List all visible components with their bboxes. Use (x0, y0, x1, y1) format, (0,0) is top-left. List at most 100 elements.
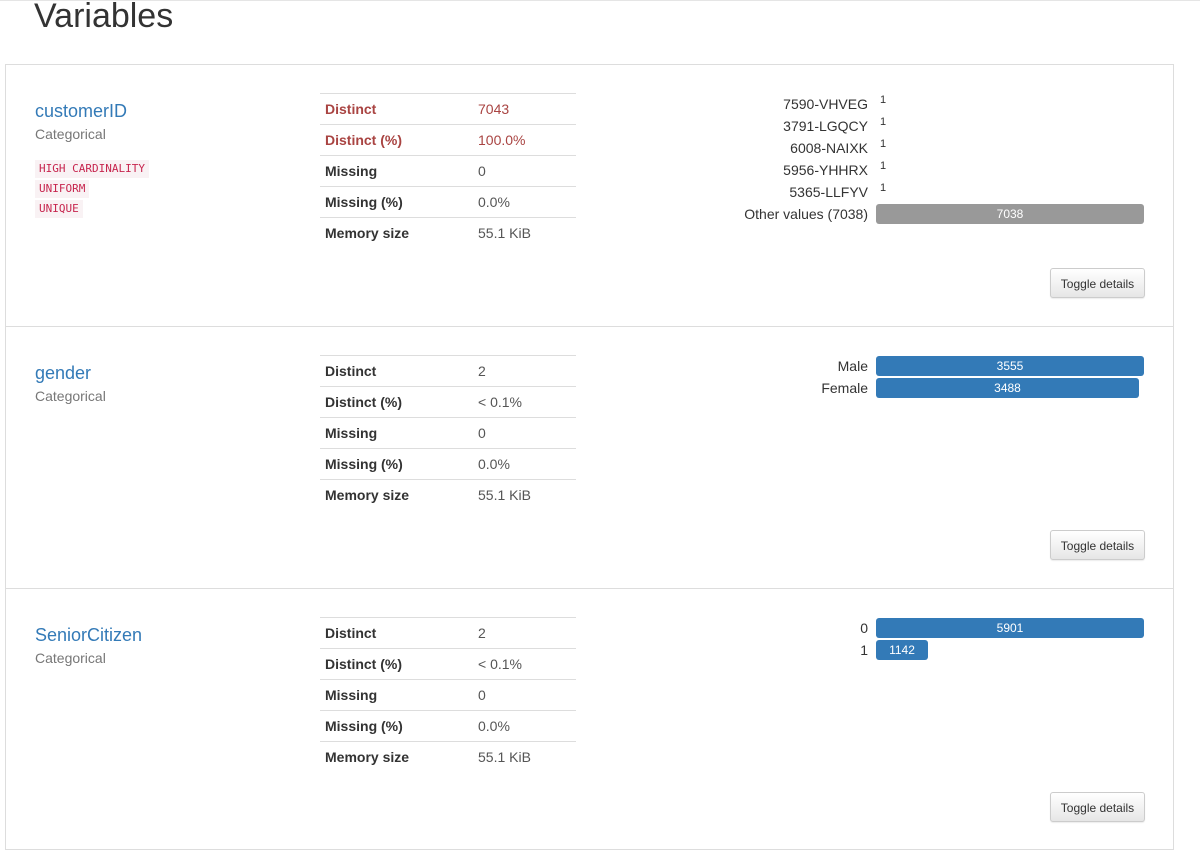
stat-label: Distinct (%) (320, 124, 473, 156)
freq-row: 7590-VHVEG 1 (706, 93, 1146, 115)
warning-badges: HIGH CARDINALITY UNIFORM UNIQUE (35, 160, 149, 220)
badge-high-cardinality: HIGH CARDINALITY (35, 160, 149, 178)
stat-label: Missing (320, 679, 473, 711)
freq-row: Male 3555 (706, 355, 1146, 377)
freq-row: 1 1142 (706, 639, 1146, 661)
freq-count: 5901 (996, 621, 1024, 635)
freq-bar: 3555 (876, 356, 1144, 376)
freq-count: 7038 (996, 207, 1024, 221)
stat-value: 2 (473, 617, 576, 649)
freq-row: 5365-LLFYV 1 (706, 181, 1146, 203)
stat-row-missing-pct: Missing (%) 0.0% (320, 448, 576, 480)
stat-value: 7043 (473, 93, 576, 125)
variable-seniorcitizen: SeniorCitizen Categorical Distinct 2 Dis… (6, 588, 1173, 850)
frequency-chart: 0 5901 1 1142 (706, 617, 1146, 661)
stat-value: 0 (473, 679, 576, 711)
freq-row: 3791-LGQCY 1 (706, 115, 1146, 137)
freq-count: 1142 (889, 643, 915, 657)
stat-row-distinct-pct: Distinct (%) < 0.1% (320, 648, 576, 680)
stat-label: Missing (320, 417, 473, 449)
freq-label: Female (821, 380, 868, 396)
stat-value: 0 (473, 155, 576, 187)
badge-uniform: UNIFORM (35, 180, 90, 198)
stat-label: Memory size (320, 217, 473, 248)
stat-value: < 0.1% (473, 648, 576, 680)
freq-label: 1 (860, 642, 868, 658)
variable-type: Categorical (35, 650, 106, 666)
frequency-chart: Male 3555 Female 3488 (706, 355, 1146, 399)
variable-type: Categorical (35, 388, 106, 404)
freq-bar: 7038 (876, 204, 1144, 224)
top-divider (0, 0, 1200, 1)
stat-value: 100.0% (473, 124, 576, 156)
stat-row-distinct-pct: Distinct (%) < 0.1% (320, 386, 576, 418)
freq-count: 1 (880, 94, 887, 106)
freq-row: 6008-NAIXK 1 (706, 137, 1146, 159)
freq-label: 5365-LLFYV (789, 184, 868, 200)
freq-label: 7590-VHVEG (783, 96, 868, 112)
freq-bar: 1 (876, 94, 906, 114)
stat-label: Memory size (320, 741, 473, 772)
stat-row-missing: Missing 0 (320, 417, 576, 449)
freq-label: Male (837, 358, 868, 374)
stat-row-memory: Memory size 55.1 KiB (320, 479, 576, 510)
stats-table: Distinct 7043 Distinct (%) 100.0% Missin… (320, 93, 576, 248)
stat-label: Missing (%) (320, 186, 473, 218)
stat-value: 0.0% (473, 710, 576, 742)
freq-row: 5956-YHHRX 1 (706, 159, 1146, 181)
stat-row-distinct: Distinct 7043 (320, 93, 576, 125)
toggle-details-button[interactable]: Toggle details (1050, 530, 1145, 560)
freq-label: 0 (860, 620, 868, 636)
stat-row-distinct: Distinct 2 (320, 617, 576, 649)
freq-bar: 1 (876, 160, 906, 180)
toggle-details-button[interactable]: Toggle details (1050, 792, 1145, 822)
stats-table: Distinct 2 Distinct (%) < 0.1% Missing 0… (320, 617, 576, 772)
freq-row: Female 3488 (706, 377, 1146, 399)
freq-count: 1 (880, 182, 887, 194)
stat-row-missing: Missing 0 (320, 155, 576, 187)
page-title: Variables (34, 0, 174, 35)
stat-value: < 0.1% (473, 386, 576, 418)
stat-label: Distinct (320, 355, 473, 387)
variable-name-link[interactable]: SeniorCitizen (35, 625, 143, 645)
toggle-details-button[interactable]: Toggle details (1050, 268, 1145, 298)
freq-bar: 1 (876, 116, 906, 136)
stat-row-missing-pct: Missing (%) 0.0% (320, 710, 576, 742)
variable-gender: gender Categorical Distinct 2 Distinct (… (6, 326, 1173, 588)
freq-bar: 5901 (876, 618, 1144, 638)
stat-label: Distinct (%) (320, 386, 473, 418)
variables-panel: customerID Categorical HIGH CARDINALITY … (5, 64, 1174, 850)
stat-label: Missing (320, 155, 473, 187)
freq-label: 5956-YHHRX (783, 162, 868, 178)
stat-value: 0.0% (473, 448, 576, 480)
stat-value: 55.1 KiB (473, 217, 576, 248)
freq-row: 0 5901 (706, 617, 1146, 639)
stat-label: Memory size (320, 479, 473, 510)
variable-name-link[interactable]: gender (35, 363, 92, 383)
stat-label: Distinct (%) (320, 648, 473, 680)
stat-label: Distinct (320, 617, 473, 649)
stat-label: Missing (%) (320, 448, 473, 480)
stat-label: Missing (%) (320, 710, 473, 742)
badge-unique: UNIQUE (35, 200, 83, 218)
stat-row-distinct-pct: Distinct (%) 100.0% (320, 124, 576, 156)
stat-value: 0 (473, 417, 576, 449)
freq-label: Other values (7038) (744, 206, 868, 222)
stats-table: Distinct 2 Distinct (%) < 0.1% Missing 0… (320, 355, 576, 510)
stat-value: 2 (473, 355, 576, 387)
stat-value: 55.1 KiB (473, 479, 576, 510)
freq-count: 3555 (996, 359, 1024, 373)
freq-count: 1 (880, 138, 887, 150)
stat-row-distinct: Distinct 2 (320, 355, 576, 387)
stat-value: 0.0% (473, 186, 576, 218)
stat-value: 55.1 KiB (473, 741, 576, 772)
freq-bar: 3488 (876, 378, 1139, 398)
freq-bar: 1 (876, 182, 906, 202)
freq-count: 3488 (994, 381, 1021, 395)
freq-label: 3791-LGQCY (783, 118, 868, 134)
stat-row-missing: Missing 0 (320, 679, 576, 711)
freq-label: 6008-NAIXK (790, 140, 868, 156)
variable-name-link[interactable]: customerID (35, 101, 128, 121)
stat-row-memory: Memory size 55.1 KiB (320, 217, 576, 248)
frequency-chart: 7590-VHVEG 1 3791-LGQCY 1 6008-NAIXK 1 5… (706, 93, 1146, 225)
